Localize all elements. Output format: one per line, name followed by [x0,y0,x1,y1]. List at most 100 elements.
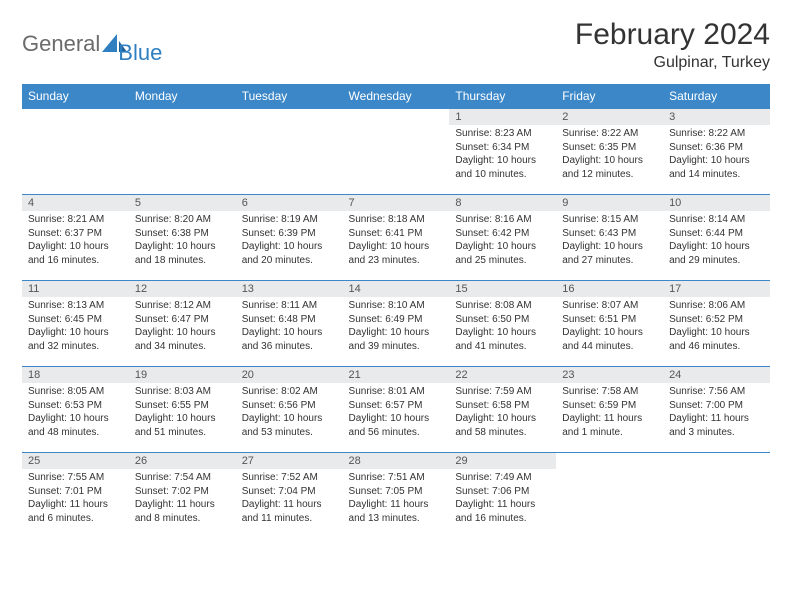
day-number: 12 [129,281,236,297]
day-number: 11 [22,281,129,297]
calendar-day-cell: 17Sunrise: 8:06 AMSunset: 6:52 PMDayligh… [663,281,770,367]
calendar-day-cell: 21Sunrise: 8:01 AMSunset: 6:57 PMDayligh… [343,367,450,453]
day-details: Sunrise: 8:14 AMSunset: 6:44 PMDaylight:… [663,211,770,271]
day-number: 20 [236,367,343,383]
day-number: 15 [449,281,556,297]
day-number: 27 [236,453,343,469]
weekday-header-cell: Monday [129,84,236,109]
day-details: Sunrise: 8:06 AMSunset: 6:52 PMDaylight:… [663,297,770,357]
day-details: Sunrise: 7:59 AMSunset: 6:58 PMDaylight:… [449,383,556,443]
calendar-day-cell: 18Sunrise: 8:05 AMSunset: 6:53 PMDayligh… [22,367,129,453]
day-number: 22 [449,367,556,383]
day-number: 3 [663,109,770,125]
calendar-day-cell [236,109,343,195]
calendar-day-cell [663,453,770,539]
calendar-day-cell: 29Sunrise: 7:49 AMSunset: 7:06 PMDayligh… [449,453,556,539]
calendar-day-cell: 26Sunrise: 7:54 AMSunset: 7:02 PMDayligh… [129,453,236,539]
day-details: Sunrise: 8:18 AMSunset: 6:41 PMDaylight:… [343,211,450,271]
weekday-header-cell: Wednesday [343,84,450,109]
day-details: Sunrise: 8:01 AMSunset: 6:57 PMDaylight:… [343,383,450,443]
day-details: Sunrise: 7:56 AMSunset: 7:00 PMDaylight:… [663,383,770,443]
calendar-week-row: 11Sunrise: 8:13 AMSunset: 6:45 PMDayligh… [22,281,770,367]
day-number: 1 [449,109,556,125]
day-number: 9 [556,195,663,211]
day-details: Sunrise: 8:21 AMSunset: 6:37 PMDaylight:… [22,211,129,271]
calendar-day-cell [22,109,129,195]
day-number: 14 [343,281,450,297]
calendar-day-cell: 7Sunrise: 8:18 AMSunset: 6:41 PMDaylight… [343,195,450,281]
day-number: 21 [343,367,450,383]
calendar-day-cell: 14Sunrise: 8:10 AMSunset: 6:49 PMDayligh… [343,281,450,367]
logo: General Blue [22,18,162,66]
location: Gulpinar, Turkey [575,54,770,72]
day-details: Sunrise: 8:22 AMSunset: 6:35 PMDaylight:… [556,125,663,185]
calendar-day-cell: 11Sunrise: 8:13 AMSunset: 6:45 PMDayligh… [22,281,129,367]
day-details: Sunrise: 8:05 AMSunset: 6:53 PMDaylight:… [22,383,129,443]
day-number: 18 [22,367,129,383]
day-number: 16 [556,281,663,297]
calendar-page: General Blue February 2024 Gulpinar, Tur… [0,0,792,551]
calendar-day-cell [343,109,450,195]
calendar-day-cell: 10Sunrise: 8:14 AMSunset: 6:44 PMDayligh… [663,195,770,281]
calendar-day-cell [556,453,663,539]
day-number: 10 [663,195,770,211]
day-number: 29 [449,453,556,469]
day-details: Sunrise: 7:52 AMSunset: 7:04 PMDaylight:… [236,469,343,529]
weekday-header-cell: Friday [556,84,663,109]
calendar-day-cell: 20Sunrise: 8:02 AMSunset: 6:56 PMDayligh… [236,367,343,453]
calendar-day-cell: 1Sunrise: 8:23 AMSunset: 6:34 PMDaylight… [449,109,556,195]
day-details: Sunrise: 8:15 AMSunset: 6:43 PMDaylight:… [556,211,663,271]
calendar-week-row: 4Sunrise: 8:21 AMSunset: 6:37 PMDaylight… [22,195,770,281]
calendar-day-cell: 22Sunrise: 7:59 AMSunset: 6:58 PMDayligh… [449,367,556,453]
day-number: 17 [663,281,770,297]
day-details: Sunrise: 7:55 AMSunset: 7:01 PMDaylight:… [22,469,129,529]
calendar-week-row: 1Sunrise: 8:23 AMSunset: 6:34 PMDaylight… [22,109,770,195]
calendar-week-row: 18Sunrise: 8:05 AMSunset: 6:53 PMDayligh… [22,367,770,453]
day-number: 25 [22,453,129,469]
day-details: Sunrise: 8:13 AMSunset: 6:45 PMDaylight:… [22,297,129,357]
day-number: 2 [556,109,663,125]
day-details: Sunrise: 8:20 AMSunset: 6:38 PMDaylight:… [129,211,236,271]
calendar-day-cell: 27Sunrise: 7:52 AMSunset: 7:04 PMDayligh… [236,453,343,539]
day-details: Sunrise: 8:08 AMSunset: 6:50 PMDaylight:… [449,297,556,357]
day-details: Sunrise: 8:03 AMSunset: 6:55 PMDaylight:… [129,383,236,443]
calendar-day-cell: 25Sunrise: 7:55 AMSunset: 7:01 PMDayligh… [22,453,129,539]
calendar-day-cell: 9Sunrise: 8:15 AMSunset: 6:43 PMDaylight… [556,195,663,281]
day-details: Sunrise: 8:16 AMSunset: 6:42 PMDaylight:… [449,211,556,271]
calendar-day-cell: 19Sunrise: 8:03 AMSunset: 6:55 PMDayligh… [129,367,236,453]
weekday-header-cell: Thursday [449,84,556,109]
calendar-day-cell: 6Sunrise: 8:19 AMSunset: 6:39 PMDaylight… [236,195,343,281]
day-details: Sunrise: 8:07 AMSunset: 6:51 PMDaylight:… [556,297,663,357]
day-details: Sunrise: 8:23 AMSunset: 6:34 PMDaylight:… [449,125,556,185]
calendar-day-cell [129,109,236,195]
day-number: 5 [129,195,236,211]
day-details: Sunrise: 7:51 AMSunset: 7:05 PMDaylight:… [343,469,450,529]
logo-text-general: General [22,31,100,57]
day-number: 24 [663,367,770,383]
day-details: Sunrise: 8:22 AMSunset: 6:36 PMDaylight:… [663,125,770,185]
day-number: 4 [22,195,129,211]
day-number: 28 [343,453,450,469]
logo-text-blue: Blue [118,40,162,66]
day-details: Sunrise: 8:11 AMSunset: 6:48 PMDaylight:… [236,297,343,357]
calendar-day-cell: 8Sunrise: 8:16 AMSunset: 6:42 PMDaylight… [449,195,556,281]
day-number: 26 [129,453,236,469]
calendar-day-cell: 13Sunrise: 8:11 AMSunset: 6:48 PMDayligh… [236,281,343,367]
calendar-day-cell: 3Sunrise: 8:22 AMSunset: 6:36 PMDaylight… [663,109,770,195]
calendar-table: SundayMondayTuesdayWednesdayThursdayFrid… [22,84,770,539]
weekday-header-cell: Tuesday [236,84,343,109]
calendar-day-cell: 23Sunrise: 7:58 AMSunset: 6:59 PMDayligh… [556,367,663,453]
calendar-day-cell: 24Sunrise: 7:56 AMSunset: 7:00 PMDayligh… [663,367,770,453]
calendar-day-cell: 28Sunrise: 7:51 AMSunset: 7:05 PMDayligh… [343,453,450,539]
weekday-header-cell: Saturday [663,84,770,109]
day-details: Sunrise: 8:19 AMSunset: 6:39 PMDaylight:… [236,211,343,271]
calendar-day-cell: 4Sunrise: 8:21 AMSunset: 6:37 PMDaylight… [22,195,129,281]
weekday-header-cell: Sunday [22,84,129,109]
title-block: February 2024 Gulpinar, Turkey [575,18,770,72]
header: General Blue February 2024 Gulpinar, Tur… [22,18,770,72]
day-details: Sunrise: 8:10 AMSunset: 6:49 PMDaylight:… [343,297,450,357]
day-details: Sunrise: 7:49 AMSunset: 7:06 PMDaylight:… [449,469,556,529]
calendar-day-cell: 16Sunrise: 8:07 AMSunset: 6:51 PMDayligh… [556,281,663,367]
calendar-day-cell: 15Sunrise: 8:08 AMSunset: 6:50 PMDayligh… [449,281,556,367]
calendar-day-cell: 5Sunrise: 8:20 AMSunset: 6:38 PMDaylight… [129,195,236,281]
